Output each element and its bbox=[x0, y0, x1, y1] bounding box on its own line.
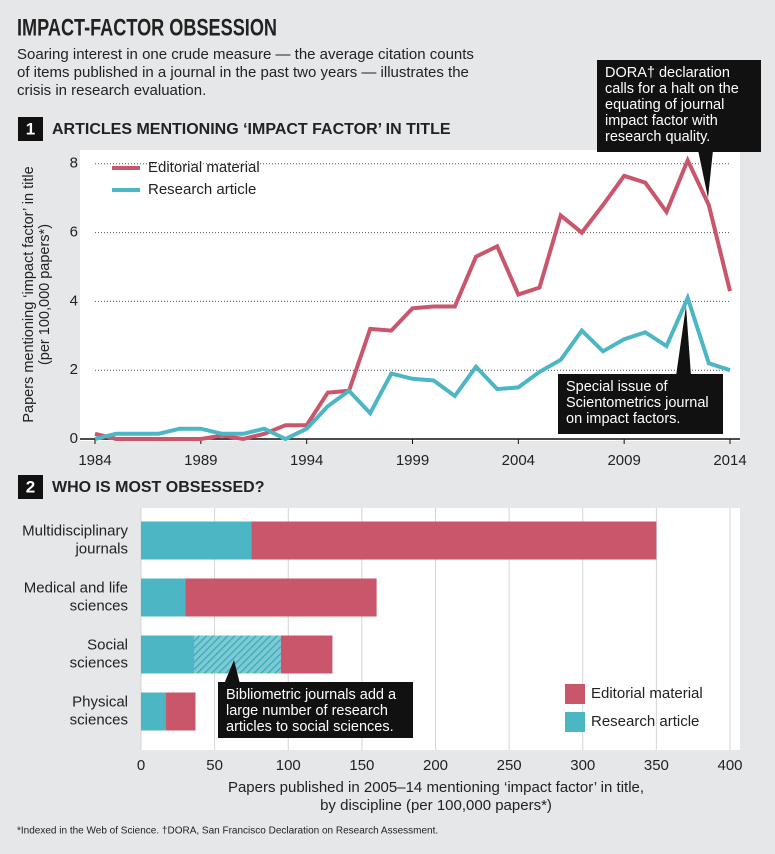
section-number: 2 bbox=[26, 477, 35, 496]
category-line: journals bbox=[74, 540, 128, 557]
bar-segment bbox=[280, 635, 333, 674]
bar-segment bbox=[251, 521, 657, 560]
x-tick-label: 2004 bbox=[502, 452, 535, 469]
callout-text: equating of journal bbox=[605, 97, 724, 113]
callout-pointer bbox=[698, 150, 713, 198]
data-line bbox=[94, 155, 732, 442]
callout-box bbox=[597, 60, 761, 152]
x-tick-label: 150 bbox=[349, 757, 374, 774]
bar-segment bbox=[141, 692, 167, 731]
y-tick-label: Physical sciences bbox=[70, 693, 128, 728]
x-axis-label: Papers published in 2005–14 mentioning ‘… bbox=[228, 779, 644, 796]
legend-label: Editorial material bbox=[148, 159, 260, 176]
y-axis-label: (per 100,000 papers*) bbox=[37, 224, 53, 365]
footnote: *Indexed in the Web of Science. †DORA, S… bbox=[17, 826, 438, 837]
callout-pointer bbox=[676, 306, 691, 376]
section-badge bbox=[18, 475, 43, 499]
callout-text: research quality. bbox=[605, 129, 710, 145]
x-tick-label: 200 bbox=[423, 757, 448, 774]
x-tick-label: 1994 bbox=[290, 452, 323, 469]
subtitle-line: of items published in a journal in the p… bbox=[17, 64, 469, 81]
x-tick-label: 2009 bbox=[607, 452, 640, 469]
category-line: sciences bbox=[70, 711, 128, 728]
legend-label: Research article bbox=[591, 713, 699, 730]
legend-label: Editorial material bbox=[591, 685, 703, 702]
callout-text: on impact factors. bbox=[566, 411, 680, 427]
callout-pointer bbox=[224, 660, 240, 684]
section-heading: WHO IS MOST OBSESSED? bbox=[52, 479, 264, 496]
y-tick-label: Multidisciplinary journals bbox=[22, 522, 128, 557]
category-line: sciences bbox=[70, 597, 128, 614]
y-tick-label: 2 bbox=[70, 361, 78, 378]
legend-swatch bbox=[565, 684, 585, 704]
category-line: Social bbox=[87, 636, 128, 653]
bar-segment bbox=[166, 692, 196, 731]
y-tick-label: Medical and life sciences bbox=[24, 579, 128, 614]
bar-segment bbox=[141, 578, 186, 617]
y-tick-label: 0 bbox=[70, 430, 78, 447]
x-tick-label: 50 bbox=[206, 757, 223, 774]
subtitle-line: crisis in research evaluation. bbox=[17, 82, 206, 99]
bar-segment bbox=[141, 635, 195, 674]
y-tick-label: 6 bbox=[70, 224, 78, 241]
subtitle-line: Soaring interest in one crude measure — … bbox=[17, 46, 474, 63]
y-tick-label: Social sciences bbox=[70, 636, 128, 671]
x-tick-label: 100 bbox=[276, 757, 301, 774]
section-number: 1 bbox=[26, 119, 35, 138]
bar-segment bbox=[141, 521, 252, 560]
x-tick-label: 2014 bbox=[713, 452, 746, 469]
callout-text: impact factor with bbox=[605, 113, 718, 129]
callout-box bbox=[558, 374, 723, 434]
category-line: Medical and life bbox=[24, 579, 128, 596]
category-line: Multidisciplinary bbox=[22, 522, 128, 539]
bar-segment bbox=[185, 578, 377, 617]
x-tick-label: 1999 bbox=[396, 452, 429, 469]
callout-text: DORA† declaration bbox=[605, 65, 730, 81]
section-badge bbox=[18, 117, 43, 141]
callout-text: articles to social sciences. bbox=[226, 719, 394, 735]
x-tick-label: 250 bbox=[497, 757, 522, 774]
legend-swatch bbox=[565, 712, 585, 732]
x-tick-label: 300 bbox=[570, 757, 595, 774]
callout-text: Bibliometric journals add a bbox=[226, 687, 397, 703]
x-tick-label: 1989 bbox=[184, 452, 217, 469]
x-tick-label: 400 bbox=[717, 757, 742, 774]
category-line: sciences bbox=[70, 654, 128, 671]
section-heading: ARTICLES MENTIONING ‘IMPACT FACTOR’ IN T… bbox=[52, 121, 451, 138]
callout-box bbox=[218, 682, 413, 738]
data-line bbox=[94, 292, 731, 442]
y-tick-label: 8 bbox=[70, 155, 78, 172]
legend-label: Research article bbox=[148, 181, 256, 198]
y-tick-label: 4 bbox=[70, 292, 78, 309]
callout-text: Scientometrics journal bbox=[566, 395, 709, 411]
bar-segment bbox=[194, 635, 281, 674]
x-tick-label: 0 bbox=[137, 757, 145, 774]
callout-text: Special issue of bbox=[566, 379, 669, 395]
y-axis-label: Papers mentioning ‘impact factor’ in tit… bbox=[21, 166, 37, 422]
category-line: Physical bbox=[72, 693, 128, 710]
x-tick-label: 350 bbox=[644, 757, 669, 774]
callout-text: large number of research bbox=[226, 703, 388, 719]
x-tick-label: 1984 bbox=[78, 452, 111, 469]
page-title: IMPACT-FACTOR OBSESSION bbox=[17, 14, 277, 41]
x-axis-label: by discipline (per 100,000 papers*) bbox=[320, 797, 552, 814]
callout-text: calls for a halt on the bbox=[605, 81, 739, 97]
